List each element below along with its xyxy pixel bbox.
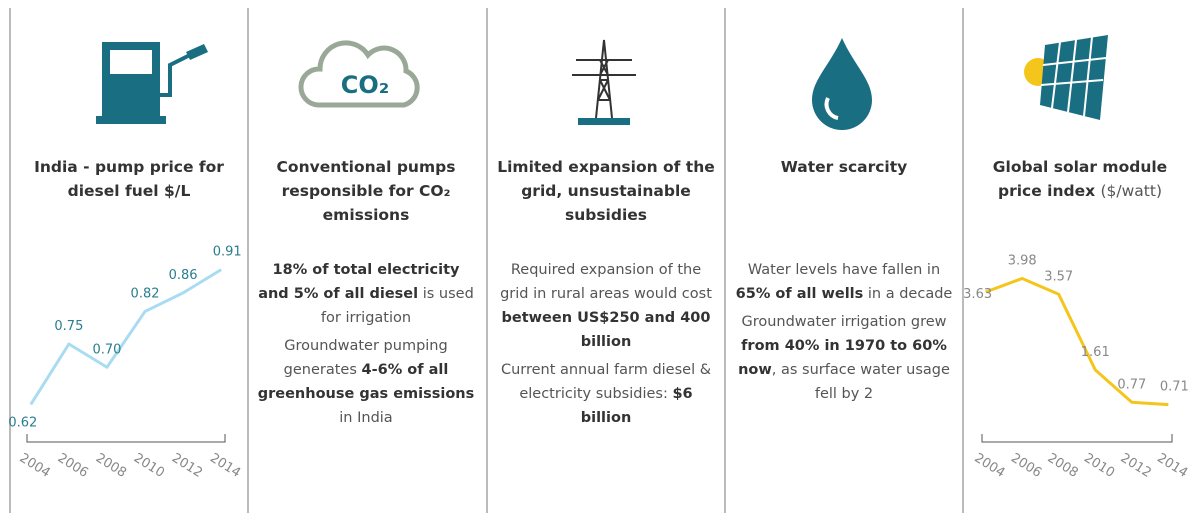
value-label: 3.98 (1008, 253, 1037, 268)
value-label: 0.77 (1117, 377, 1146, 392)
x-tick-label: 2008 (1045, 451, 1081, 481)
panel-body: Required expansion of the grid in rural … (496, 258, 716, 434)
text: 65% of all wells (735, 286, 864, 302)
pylon-icon (572, 39, 636, 125)
value-label: 1.61 (1081, 345, 1110, 360)
value-label: 0.82 (131, 286, 160, 301)
text: Groundwater pumping generates (283, 338, 448, 378)
text: from 40% in 1970 to 60% now (738, 338, 947, 378)
fuel-pump-icon (96, 42, 208, 124)
value-label: 3.63 (963, 287, 992, 302)
value-label: 0.91 (213, 245, 242, 260)
chart-unit: ($/watt) (1100, 182, 1163, 200)
data-line (29, 268, 222, 406)
co2-cloud-icon: CO₂ (298, 40, 420, 108)
value-label: 0.62 (8, 415, 37, 430)
text: $6 billion (580, 386, 693, 426)
data-line (985, 276, 1169, 407)
text: Water levels have fallen in (747, 262, 941, 278)
text: , as surface water usage fell by 2 (771, 362, 950, 402)
x-tick-label: 2006 (55, 451, 91, 481)
paragraph: Groundwater irrigation grew from 40% in … (734, 310, 954, 406)
paragraph: Current annual farm diesel & electricity… (496, 358, 716, 430)
text: Current annual farm diesel & electricity… (500, 362, 712, 402)
water-drop-icon (812, 38, 872, 130)
x-tick-label: 2008 (93, 451, 129, 481)
x-tick-label: 2010 (131, 451, 167, 481)
text: is used for irrigation (320, 286, 474, 326)
panel-title: Global solar module price index ($/watt) (970, 155, 1190, 203)
value-label: 0.70 (92, 342, 121, 357)
panel-body: Water levels have fallen in 65% of all w… (734, 258, 954, 410)
text: between US$250 and 400 billion (501, 310, 711, 350)
x-tick-label: 2014 (207, 451, 243, 481)
panel-title: India - pump price for diesel fuel $/L (34, 158, 224, 200)
panel-title: Limited expansion of the grid, unsustain… (497, 158, 715, 224)
value-label: 0.71 (1160, 380, 1189, 395)
x-tick-label: 2012 (169, 451, 205, 481)
x-tick-label: 2014 (1154, 451, 1190, 481)
x-tick-label: 2006 (1008, 451, 1044, 481)
paragraph: Groundwater pumping generates 4-6% of al… (256, 334, 476, 430)
text: 18% of total electricity and 5% of all d… (258, 262, 460, 302)
paragraph: Water levels have fallen in 65% of all w… (734, 258, 954, 306)
x-tick-label: 2010 (1081, 451, 1117, 481)
panel-title: Conventional pumps responsible for CO₂ e… (276, 158, 456, 224)
chart-title: Global solar module price index (992, 158, 1168, 200)
x-axis (26, 434, 226, 443)
value-label: 3.57 (1044, 269, 1073, 284)
text: in a decade (863, 286, 953, 302)
paragraph: 18% of total electricity and 5% of all d… (256, 258, 476, 330)
panel-title: Water scarcity (780, 158, 908, 176)
separators (9, 8, 964, 513)
value-label: 0.86 (169, 268, 198, 283)
value-label: 0.75 (54, 319, 83, 334)
panel-body: 18% of total electricity and 5% of all d… (256, 258, 476, 434)
x-tick-label: 2004 (972, 451, 1008, 481)
text: Required expansion of the grid in rural … (500, 262, 712, 302)
x-tick-label: 2004 (17, 451, 53, 481)
icon-text: CO₂ (341, 71, 390, 99)
text: in India (339, 410, 393, 426)
x-tick-label: 2012 (1118, 451, 1154, 481)
text: 4-6% of all greenhouse gas emissions (257, 362, 475, 402)
paragraph: Required expansion of the grid in rural … (496, 258, 716, 354)
text: Groundwater irrigation grew (741, 314, 947, 330)
x-axis (981, 434, 1173, 443)
solar-icon (1024, 35, 1108, 120)
